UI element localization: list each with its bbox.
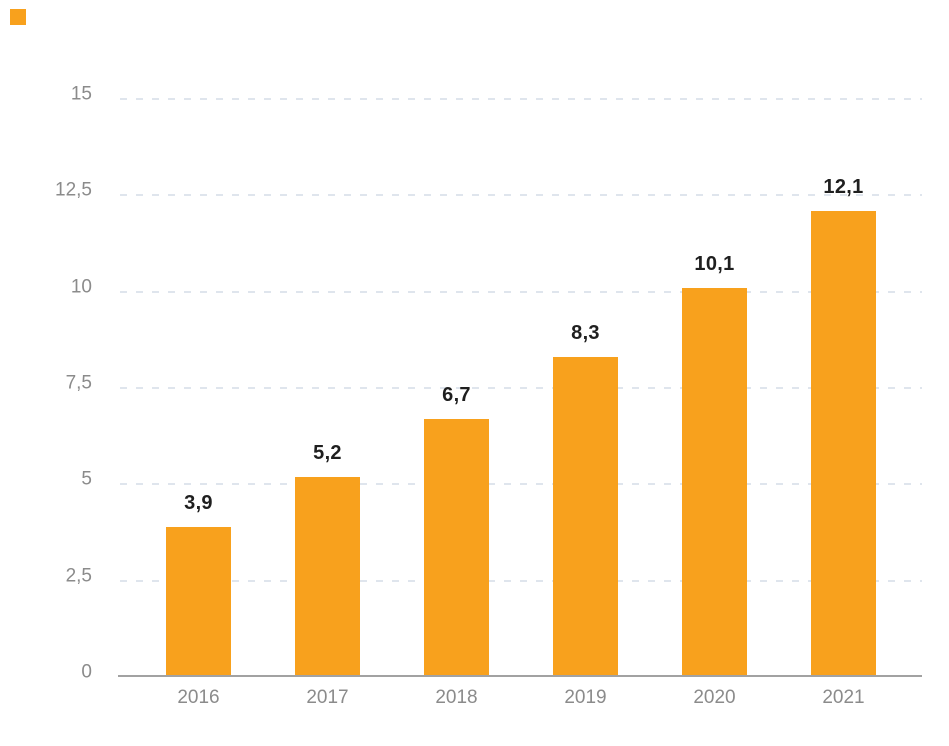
y-tick-label: 7,5 <box>65 372 92 394</box>
gridline <box>120 98 922 100</box>
x-tick-label: 2016 <box>177 687 220 708</box>
bar-value-label: 10,1 <box>694 252 735 275</box>
bar-value-label: 8,3 <box>571 322 600 345</box>
y-tick-label: 2,5 <box>65 565 92 587</box>
y-tick-label: 10 <box>70 276 92 298</box>
bar-2016 <box>166 526 231 677</box>
bar-value-label: 6,7 <box>442 383 471 406</box>
bar-value-label: 12,1 <box>823 175 864 198</box>
bars-container: 3,9 2016 5,2 2017 6,7 2018 8,3 2019 10,1 2020 12,1… <box>120 99 922 707</box>
bar-column: 8,3 2019 <box>553 99 618 707</box>
x-tick-label: 2017 <box>306 687 349 708</box>
y-tick-label: 12,5 <box>55 179 92 201</box>
y-axis: 15 12,5 10 7,5 5 2,5 0 <box>0 0 92 746</box>
legend-series-swatch-icon <box>10 9 26 25</box>
bar-column: 5,2 2017 <box>295 99 360 707</box>
bar-2017 <box>295 476 360 677</box>
gridline <box>120 194 922 197</box>
x-axis-line <box>118 675 922 677</box>
bar-2020 <box>682 287 747 677</box>
y-tick-label: 0 <box>81 661 92 683</box>
bar-2019 <box>553 357 618 677</box>
y-tick-label: 5 <box>81 468 92 490</box>
bar-column: 6,7 2018 <box>424 99 489 707</box>
bar-value-label: 5,2 <box>313 441 342 464</box>
x-tick-label: 2021 <box>822 687 865 708</box>
x-tick-label: 2020 <box>693 687 736 708</box>
y-tick-label: 15 <box>70 83 92 105</box>
gridline <box>120 290 922 293</box>
gridline <box>120 483 922 486</box>
bar-2018 <box>424 418 489 677</box>
gridline <box>120 387 922 389</box>
x-tick-label: 2018 <box>435 687 478 708</box>
plot-area: 3,9 2016 5,2 2017 6,7 2018 8,3 2019 10,1 2020 12,1… <box>118 98 922 707</box>
bar-column: 3,9 2016 <box>166 99 231 707</box>
gridline <box>120 579 922 582</box>
bar-column: 12,1 2021 <box>811 99 876 707</box>
x-tick-label: 2019 <box>564 687 607 708</box>
bar-2021 <box>811 210 876 677</box>
bar-column: 10,1 2020 <box>682 99 747 707</box>
bar-value-label: 3,9 <box>184 491 213 514</box>
